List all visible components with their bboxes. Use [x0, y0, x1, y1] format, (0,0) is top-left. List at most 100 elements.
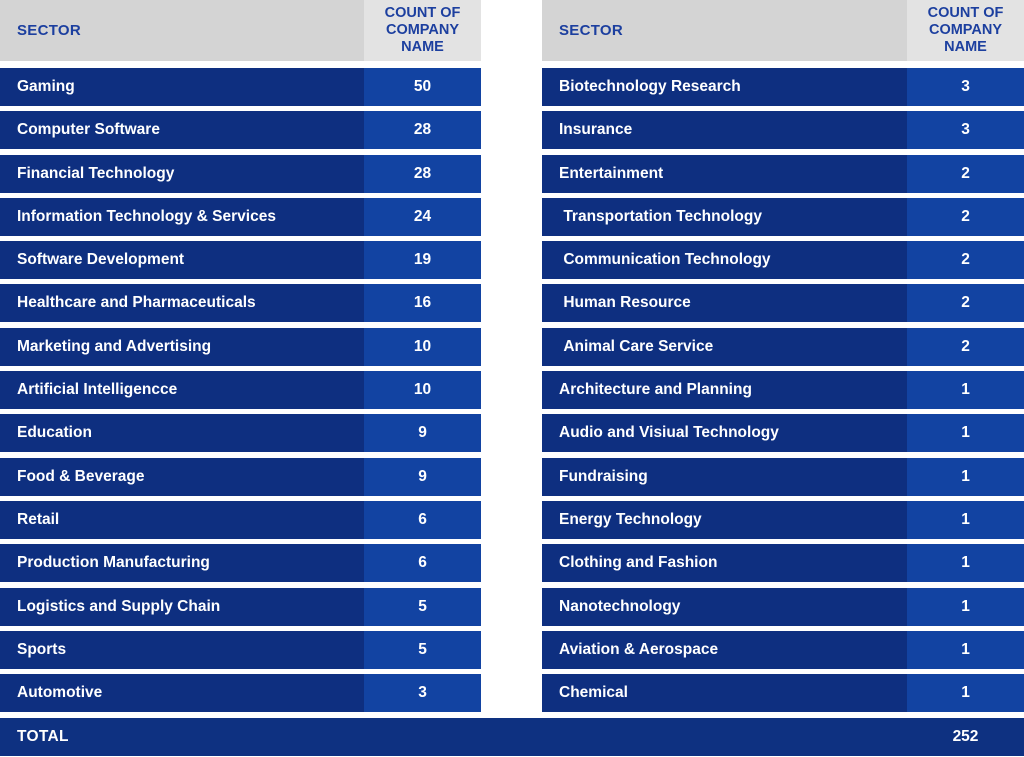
- count-cell: 2: [907, 284, 1024, 323]
- table-row: Energy Technology 1: [542, 500, 1024, 539]
- table-row: Software Development 19: [0, 241, 481, 280]
- table-row: Logistics and Supply Chain 5: [0, 587, 481, 626]
- table-row: Architecture and Planning 1: [542, 371, 1024, 410]
- table-row: Artificial Intelligencce 10: [0, 371, 481, 410]
- count-cell: 9: [364, 457, 481, 496]
- sector-cell: Entertainment: [542, 154, 907, 193]
- table-row: Audio and Visiual Technology 1: [542, 414, 1024, 453]
- sector-cell: Architecture and Planning: [542, 371, 907, 410]
- sector-cell: Transportation Technology: [542, 197, 907, 236]
- table-row: Aviation & Aerospace 1: [542, 630, 1024, 669]
- right-table-rows: Biotechnology Research 3 Insurance 3 Ent…: [542, 68, 1024, 713]
- table-row: Communication Technology 2: [542, 241, 1024, 280]
- sector-cell: Computer Software: [0, 111, 364, 150]
- sector-column-header: SECTOR: [542, 0, 907, 61]
- count-cell: 1: [907, 414, 1024, 453]
- left-table-header: SECTOR COUNT OF COMPANY NAME: [0, 0, 481, 61]
- sector-cell: Financial Technology: [0, 154, 364, 193]
- sector-cell: Production Manufacturing: [0, 544, 364, 583]
- sector-cell: Healthcare and Pharmaceuticals: [0, 284, 364, 323]
- count-cell: 2: [907, 154, 1024, 193]
- table-row: Entertainment 2: [542, 154, 1024, 193]
- table-row: Clothing and Fashion 1: [542, 544, 1024, 583]
- sector-cell: Information Technology & Services: [0, 197, 364, 236]
- sector-cell: Communication Technology: [542, 241, 907, 280]
- count-cell: 6: [364, 500, 481, 539]
- table-row: Healthcare and Pharmaceuticals 16: [0, 284, 481, 323]
- sector-cell: Marketing and Advertising: [0, 327, 364, 366]
- count-cell: 10: [364, 371, 481, 410]
- count-column-header: COUNT OF COMPANY NAME: [907, 0, 1024, 61]
- right-table-header: SECTOR COUNT OF COMPANY NAME: [542, 0, 1024, 61]
- table-row: Animal Care Service 2: [542, 327, 1024, 366]
- count-cell: 1: [907, 457, 1024, 496]
- table-row: Sports 5: [0, 630, 481, 669]
- sector-cell: Human Resource: [542, 284, 907, 323]
- left-table: SECTOR COUNT OF COMPANY NAME Gaming 50 C…: [0, 0, 481, 713]
- sector-cell: Energy Technology: [542, 500, 907, 539]
- sector-cell: Clothing and Fashion: [542, 544, 907, 583]
- table-row: Education 9: [0, 414, 481, 453]
- count-cell: 2: [907, 241, 1024, 280]
- count-column-header: COUNT OF COMPANY NAME: [364, 0, 481, 61]
- count-cell: 19: [364, 241, 481, 280]
- count-cell: 2: [907, 327, 1024, 366]
- count-cell: 28: [364, 111, 481, 150]
- table-row: Gaming 50: [0, 68, 481, 106]
- table-row: Financial Technology 28: [0, 154, 481, 193]
- table-row: Fundraising 1: [542, 457, 1024, 496]
- sector-cell: Food & Beverage: [0, 457, 364, 496]
- table-gap: [481, 0, 542, 712]
- sector-cell: Aviation & Aerospace: [542, 630, 907, 669]
- table-row: Retail 6: [0, 500, 481, 539]
- total-count: 252: [952, 728, 979, 746]
- count-cell: 50: [364, 68, 481, 106]
- count-cell: 5: [364, 587, 481, 626]
- count-cell: 24: [364, 197, 481, 236]
- table-row: Computer Software 28: [0, 111, 481, 150]
- count-cell: 2: [907, 197, 1024, 236]
- count-cell: 28: [364, 154, 481, 193]
- sector-cell: Logistics and Supply Chain: [0, 587, 364, 626]
- sector-cell: Gaming: [0, 68, 364, 106]
- table-row: Insurance 3: [542, 111, 1024, 150]
- table-row: Chemical 1: [542, 674, 1024, 713]
- sector-cell: Artificial Intelligencce: [0, 371, 364, 410]
- total-label: TOTAL: [17, 728, 69, 746]
- count-cell: 10: [364, 327, 481, 366]
- count-cell: 1: [907, 544, 1024, 583]
- table-row: Transportation Technology 2: [542, 197, 1024, 236]
- total-row: TOTAL 252: [0, 718, 1024, 757]
- sector-cell: Software Development: [0, 241, 364, 280]
- left-table-rows: Gaming 50 Computer Software 28 Financial…: [0, 68, 481, 713]
- table-row: Information Technology & Services 24: [0, 197, 481, 236]
- count-cell: 1: [907, 674, 1024, 713]
- table-row: Human Resource 2: [542, 284, 1024, 323]
- count-cell: 9: [364, 414, 481, 453]
- count-cell: 3: [907, 68, 1024, 106]
- right-table: SECTOR COUNT OF COMPANY NAME Biotechnolo…: [542, 0, 1024, 713]
- count-cell: 1: [907, 630, 1024, 669]
- sector-cell: Animal Care Service: [542, 327, 907, 366]
- sector-cell: Sports: [0, 630, 364, 669]
- sector-cell: Retail: [0, 500, 364, 539]
- count-cell: 3: [907, 111, 1024, 150]
- sector-column-header: SECTOR: [0, 0, 364, 61]
- table-row: Nanotechnology 1: [542, 587, 1024, 626]
- table-row: Marketing and Advertising 10: [0, 327, 481, 366]
- count-cell: 6: [364, 544, 481, 583]
- count-cell: 3: [364, 674, 481, 713]
- tables-wrap: SECTOR COUNT OF COMPANY NAME Gaming 50 C…: [0, 0, 1024, 713]
- count-cell: 1: [907, 587, 1024, 626]
- sector-cell: Audio and Visiual Technology: [542, 414, 907, 453]
- sector-cell: Biotechnology Research: [542, 68, 907, 106]
- count-cell: 1: [907, 500, 1024, 539]
- table-row: Automotive 3: [0, 674, 481, 713]
- sector-cell: Insurance: [542, 111, 907, 150]
- count-cell: 5: [364, 630, 481, 669]
- count-cell: 16: [364, 284, 481, 323]
- count-cell: 1: [907, 371, 1024, 410]
- table-row: Food & Beverage 9: [0, 457, 481, 496]
- sector-cell: Fundraising: [542, 457, 907, 496]
